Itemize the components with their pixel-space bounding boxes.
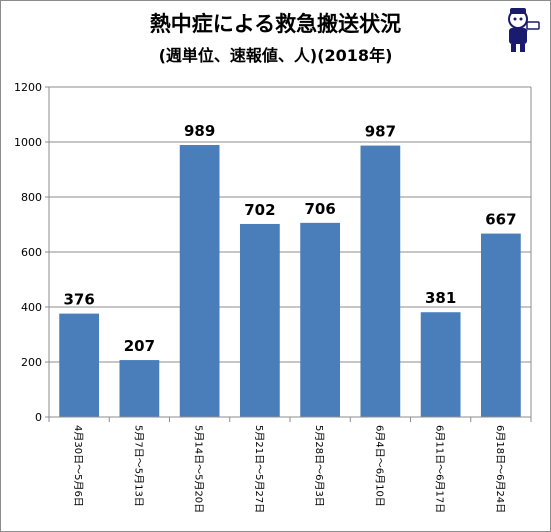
chart-subtitle: (週単位、速報値、人)(2018年) — [158, 46, 393, 65]
data-label: 706 — [304, 200, 335, 218]
chart-title: 熱中症による救急搬送状況 — [149, 12, 402, 36]
data-label: 376 — [63, 291, 94, 309]
data-label: 381 — [425, 289, 456, 307]
y-tick-label: 1000 — [14, 136, 42, 149]
y-tick-label: 1200 — [14, 81, 42, 94]
data-label: 987 — [365, 123, 396, 141]
bar — [420, 312, 461, 417]
bar — [239, 223, 280, 417]
data-label: 207 — [124, 337, 155, 355]
bar — [119, 360, 160, 417]
x-tick-label: 5月7日～5月13日 — [132, 425, 144, 507]
data-label: 989 — [184, 122, 215, 140]
y-tick-label: 0 — [35, 411, 42, 424]
y-tick-label: 400 — [21, 301, 42, 314]
x-tick-label: 6月18日～6月24日 — [494, 425, 506, 513]
bar — [179, 145, 220, 417]
x-tick-label: 5月21日～5月27日 — [253, 425, 265, 513]
x-tick-label: 5月28日～6月3日 — [313, 425, 325, 507]
bar — [59, 313, 100, 417]
y-tick-label: 200 — [21, 356, 42, 369]
mascot-logo-icon — [508, 8, 540, 52]
bar — [300, 222, 341, 417]
y-tick-label: 600 — [21, 246, 42, 259]
x-tick-label: 6月4日～6月10日 — [373, 425, 385, 507]
x-tick-label: 5月14日～5月20日 — [193, 425, 205, 513]
y-tick-label: 800 — [21, 191, 42, 204]
x-tick-label: 6月11日～6月17日 — [434, 425, 446, 513]
data-label: 667 — [485, 211, 516, 229]
data-label: 702 — [244, 201, 275, 219]
x-tick-label: 4月30日～5月6日 — [72, 425, 84, 507]
bar — [480, 233, 521, 417]
bar — [360, 145, 401, 417]
